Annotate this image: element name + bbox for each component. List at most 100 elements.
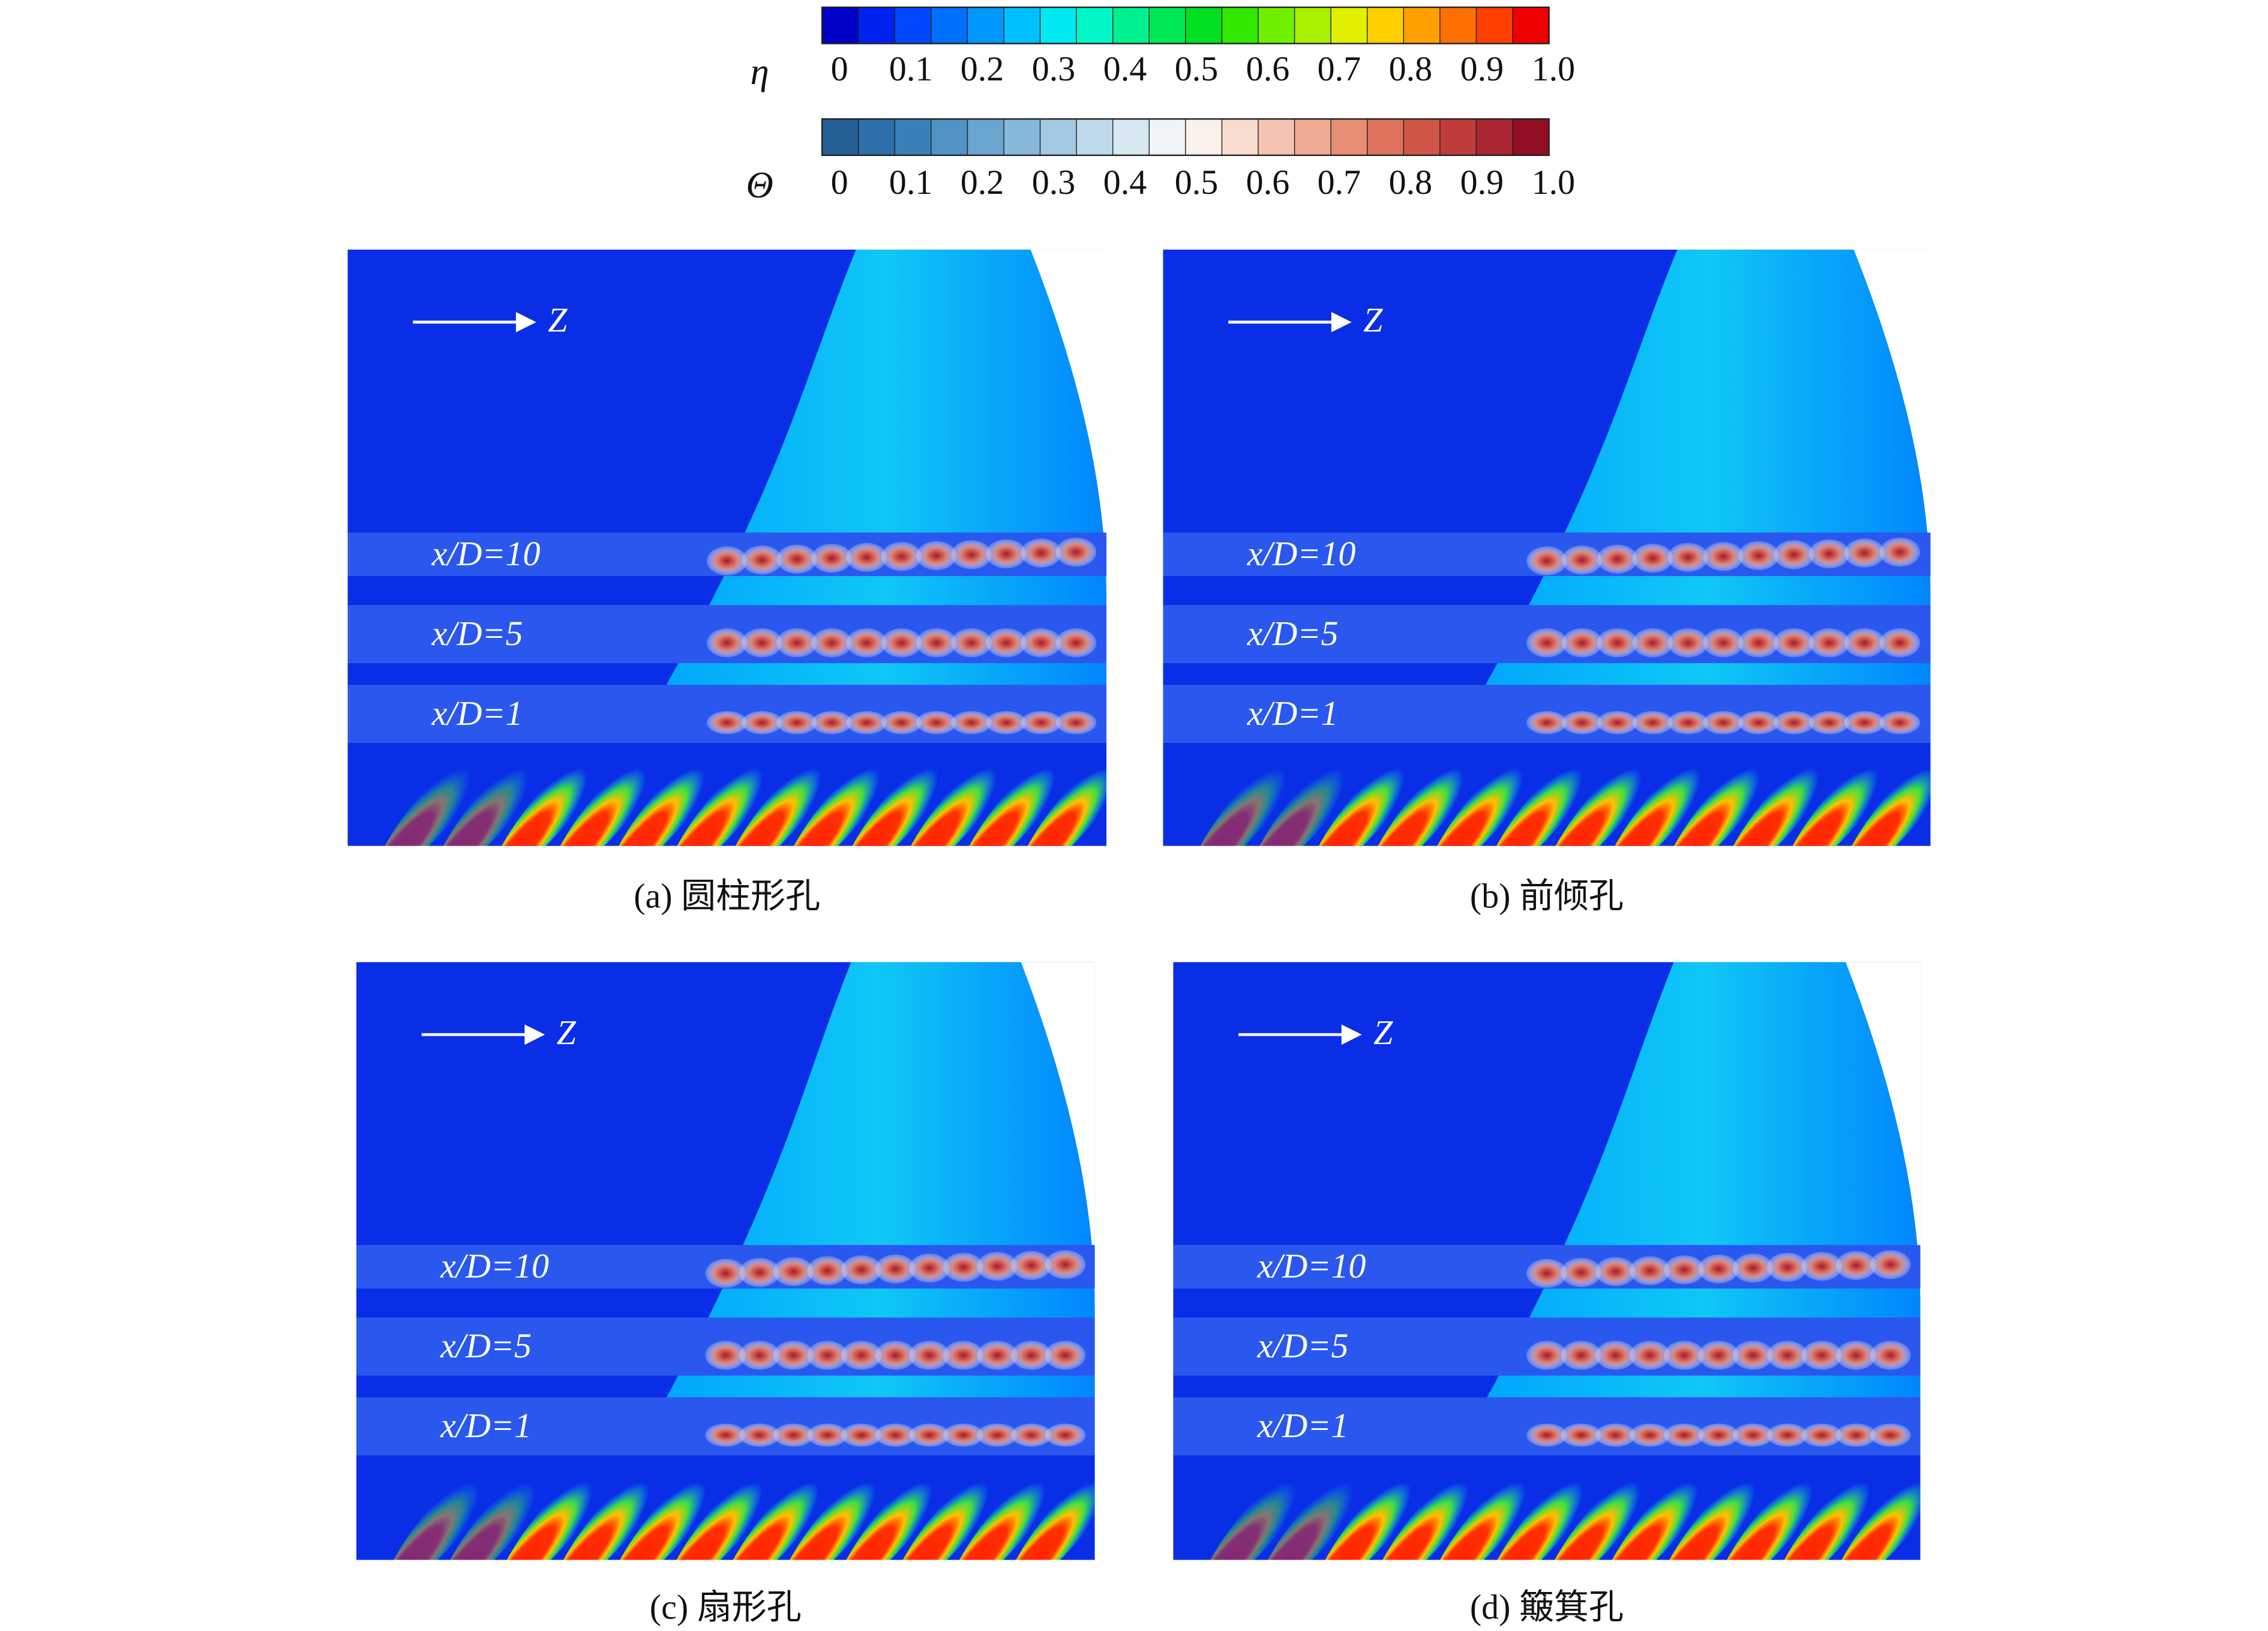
panel-caption: (a) 圆柱形孔 (634, 877, 820, 916)
temperature-spot (1767, 1341, 1808, 1370)
temperature-spot (773, 1257, 814, 1287)
temperature-spot (706, 710, 748, 734)
coolant-jet (844, 742, 961, 846)
coolant-jet (555, 1455, 671, 1560)
temperature-spot (1526, 628, 1567, 658)
panel-body: x/D=10 x/D=5 x/D=1 Z (356, 962, 1095, 1560)
temperature-spot (1767, 1423, 1808, 1447)
colorbar-tick-label: 0.9 (1460, 49, 1504, 88)
temperature-spot (875, 1423, 916, 1447)
temperature-spot (807, 1341, 848, 1370)
colorbar-tick-label: 0.4 (1103, 163, 1147, 202)
colorbar-tick-label: 0 (831, 163, 848, 202)
coolant-jet (1251, 742, 1367, 846)
temperature-spot (1597, 628, 1638, 658)
colorbar-segment (931, 119, 968, 155)
coolant-jet (1019, 742, 1107, 846)
colorbar-segment (1439, 7, 1477, 44)
contour-panel: x/D=10 x/D=5 x/D=1 Z (1163, 249, 1931, 846)
temperature-spot (807, 1256, 848, 1285)
coolant-jet (1316, 1455, 1433, 1560)
coolant-jet (1603, 1455, 1720, 1560)
section-label: x/D=5 (1257, 1326, 1349, 1365)
temperature-spot (1774, 540, 1814, 569)
section-label: x/D=1 (440, 1406, 532, 1445)
temperature-spot (1844, 628, 1885, 658)
temperature-spot (1526, 546, 1567, 575)
temperature-spot (1835, 1423, 1877, 1447)
coolant-jet (1369, 742, 1486, 846)
temperature-spot (1732, 1254, 1774, 1283)
colorbar-segment (967, 7, 1004, 44)
panel-body: x/D=10 x/D=5 x/D=1 Z (1163, 249, 1931, 846)
panel-body: x/D=10 x/D=5 x/D=1 Z (1173, 962, 1921, 1560)
arrow-head (1341, 1024, 1362, 1045)
colorbar-segment (1149, 7, 1186, 44)
domain-edge (1030, 249, 1107, 598)
section-label: x/D=1 (431, 694, 523, 733)
temperature-spot (742, 545, 782, 575)
temperature-spot (776, 710, 817, 734)
temperature-spot (1561, 545, 1603, 575)
temperature-spot (1045, 1341, 1086, 1370)
coolant-jet (1259, 1455, 1376, 1560)
coolant-jet (1429, 742, 1546, 846)
temperature-spot (1870, 1341, 1911, 1370)
temperature-spot (1011, 1341, 1052, 1370)
temperature-spot (1597, 544, 1638, 574)
coolant-jet (1718, 1455, 1835, 1560)
colorbar-segment (822, 119, 859, 155)
temperature-spot (1561, 628, 1603, 658)
temperature-spot (1526, 710, 1567, 734)
axis-label: Z (1363, 301, 1383, 340)
temperature-spot (1629, 1256, 1670, 1285)
temperature-spot (1698, 1423, 1739, 1447)
colorbar-segment (1294, 119, 1332, 155)
colorbar-segment (1331, 7, 1368, 44)
temperature-spot (986, 710, 1027, 734)
domain-edge (1853, 249, 1931, 598)
temperature-spot (1698, 1254, 1739, 1284)
temperature-spot (1055, 628, 1097, 658)
coolant-jet (785, 742, 902, 846)
colorbar-segment (1403, 7, 1441, 44)
coolant-jet (902, 742, 1019, 846)
temperature-spot (1703, 542, 1744, 571)
colorbar-segment (895, 7, 932, 44)
temperature-spot (811, 544, 853, 573)
contour-panel: x/D=10 x/D=5 x/D=1 Z (356, 962, 1095, 1560)
section-label: x/D=10 (1247, 534, 1356, 573)
temperature-spot (1664, 1255, 1705, 1285)
coolant-jet (727, 742, 844, 846)
temperature-spot (1870, 1423, 1911, 1447)
colorbar-tick-label: 1.0 (1532, 163, 1576, 202)
temperature-spot (1738, 541, 1779, 571)
domain-edge (1021, 962, 1095, 1311)
temperature-spot (977, 1423, 1018, 1447)
temperature-spot (705, 1258, 746, 1288)
temperature-spot (742, 710, 782, 734)
temperature-spot (1774, 628, 1814, 658)
colorbar-segment (1367, 7, 1405, 44)
temperature-spot (1879, 628, 1921, 658)
temperature-spot (1595, 1423, 1636, 1447)
temperature-spot (1835, 1251, 1877, 1281)
temperature-spot (1632, 628, 1673, 658)
colorbar-segment (1040, 119, 1078, 155)
axis-label: Z (548, 301, 568, 340)
colorbar-segment (1185, 7, 1223, 44)
temperature-spot (986, 628, 1027, 658)
coolant-jet (435, 742, 551, 846)
coolant-jet (838, 1455, 955, 1560)
temperature-spot (1808, 628, 1850, 658)
temperature-spot (1561, 1423, 1602, 1447)
colorbar-tick-label: 0.2 (961, 49, 1004, 88)
temperature-spot (1844, 710, 1885, 734)
temperature-spot (811, 710, 853, 734)
temperature-spot (1526, 1258, 1567, 1288)
colorbar-segment (1258, 7, 1295, 44)
domain-edge (1846, 962, 1921, 1311)
axis-label: Z (1373, 1013, 1393, 1052)
